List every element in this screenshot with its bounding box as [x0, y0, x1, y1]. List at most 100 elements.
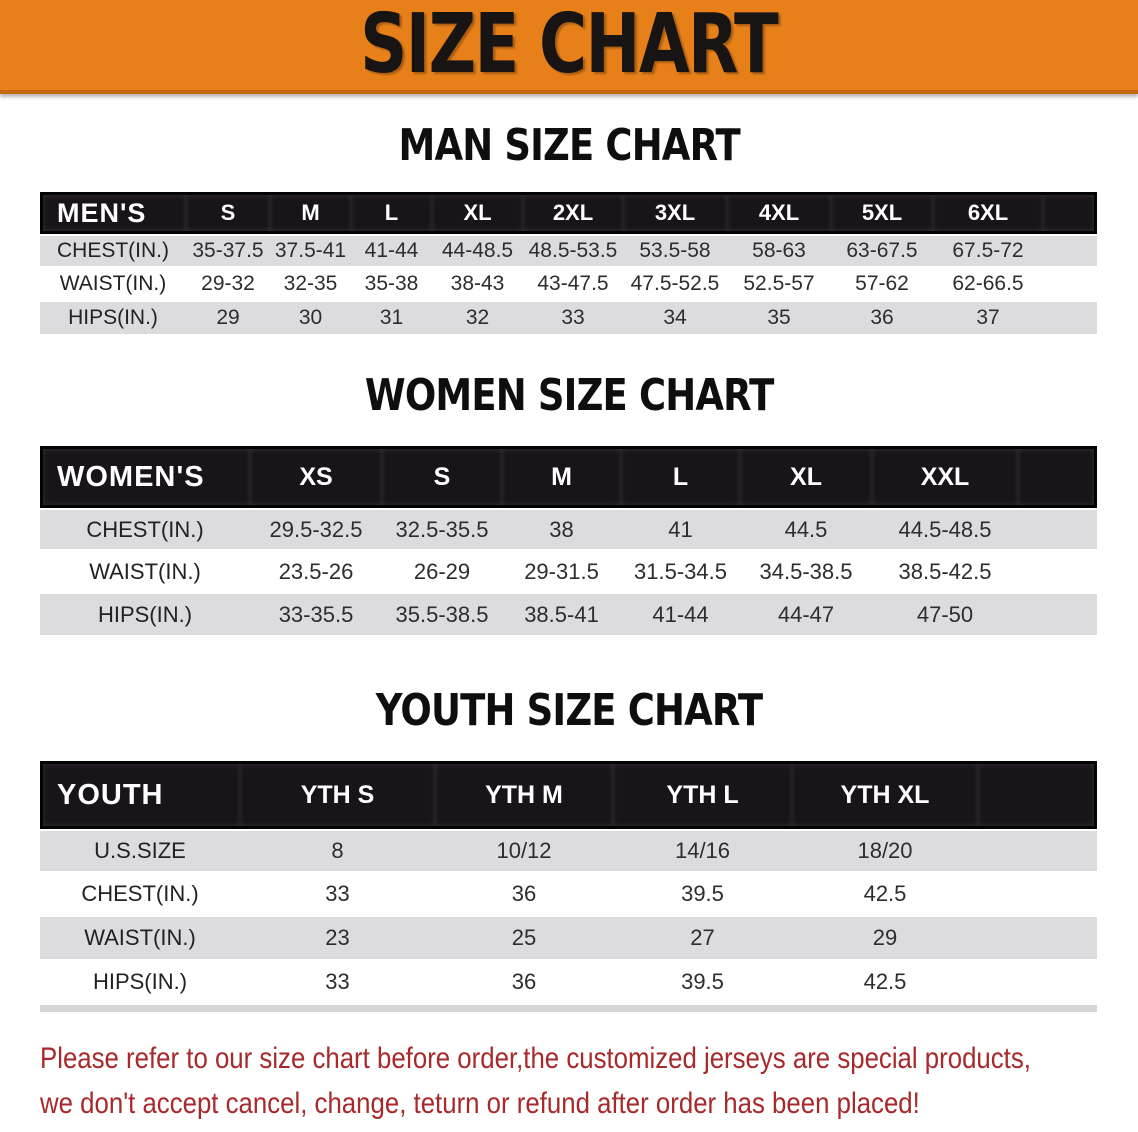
youth-size-chart-heading-text: YOUTH SIZE CHART: [375, 685, 763, 736]
table-corner-label: YOUTH: [40, 761, 240, 829]
size-column-header: M: [270, 192, 351, 234]
size-column-header: S: [186, 192, 270, 234]
spacer-cell: [1043, 234, 1097, 268]
row-label: HIPS(IN.): [40, 961, 240, 1005]
size-column-header: M: [502, 446, 621, 508]
size-column-header: 6XL: [933, 192, 1043, 234]
size-cell: 53.5-58: [623, 234, 727, 268]
size-cell: 38.5-42.5: [872, 551, 1018, 594]
size-cell: 29-31.5: [502, 551, 621, 594]
womens-size-table: WOMEN'S XS S M L XL XXL CHEST(IN.) 29.5-32.5 32.…: [40, 446, 1097, 637]
spacer-cell: [978, 873, 1097, 917]
spacer-cell: [978, 961, 1097, 1005]
size-cell: 48.5-53.5: [523, 234, 623, 268]
women-size-chart-heading: WOMEN SIZE CHART: [0, 372, 1138, 420]
size-cell: 57-62: [831, 268, 933, 302]
table-row: WAIST(IN.) 23 25 27 29: [40, 917, 1097, 961]
size-column-header: YTH M: [435, 761, 613, 829]
size-column-header: XL: [740, 446, 872, 508]
size-cell: 33: [523, 302, 623, 336]
order-policy-note: Please refer to our size chart before or…: [40, 1036, 1138, 1126]
table-header-row: MEN'S S M L XL 2XL 3XL 4XL 5XL 6XL: [40, 192, 1097, 234]
size-cell: 35-37.5: [186, 234, 270, 268]
order-policy-note-line-2: we don't accept cancel, change, teturn o…: [40, 1087, 920, 1120]
size-cell: 35: [727, 302, 831, 336]
spacer-cell: [1018, 446, 1097, 508]
size-cell: 39.5: [613, 873, 792, 917]
size-cell: 58-63: [727, 234, 831, 268]
size-cell: 38.5-41: [502, 594, 621, 637]
youth-size-chart-heading: YOUTH SIZE CHART: [0, 687, 1138, 735]
table-row: HIPS(IN.) 29 30 31 32 33 34 35 36 37: [40, 302, 1097, 336]
size-cell: 43-47.5: [523, 268, 623, 302]
table-row: CHEST(IN.) 33 36 39.5 42.5: [40, 873, 1097, 917]
size-cell: 30: [270, 302, 351, 336]
size-column-header: S: [382, 446, 502, 508]
size-cell: 33-35.5: [250, 594, 382, 637]
table-row: U.S.SIZE 8 10/12 14/16 18/20: [40, 829, 1097, 873]
spacer-cell: [1018, 594, 1097, 637]
size-cell: 37: [933, 302, 1043, 336]
row-label: HIPS(IN.): [40, 594, 250, 637]
table-row: CHEST(IN.) 35-37.5 37.5-41 41-44 44-48.5 48.5…: [40, 234, 1097, 268]
table-row: WAIST(IN.) 23.5-26 26-29 29-31.5 31.5-34.5 34…: [40, 551, 1097, 594]
spacer-cell: [1018, 508, 1097, 551]
table-row: WAIST(IN.) 29-32 32-35 35-38 38-43 43-47.5 47.…: [40, 268, 1097, 302]
size-column-header: L: [351, 192, 432, 234]
size-column-header: YTH XL: [792, 761, 978, 829]
size-cell: 63-67.5: [831, 234, 933, 268]
size-cell: 47-50: [872, 594, 1018, 637]
size-cell: 35.5-38.5: [382, 594, 502, 637]
row-label: HIPS(IN.): [40, 302, 186, 336]
size-cell: 47.5-52.5: [623, 268, 727, 302]
man-size-chart-heading: MAN SIZE CHART: [0, 122, 1138, 170]
spacer-cell: [1043, 192, 1097, 234]
size-cell: 38: [502, 508, 621, 551]
size-cell: 29: [792, 917, 978, 961]
spacer-cell: [1043, 268, 1097, 302]
women-size-chart-heading-text: WOMEN SIZE CHART: [364, 370, 774, 421]
size-column-header: L: [621, 446, 740, 508]
spacer-cell: [978, 917, 1097, 961]
size-cell: 33: [240, 873, 435, 917]
size-cell: 44-48.5: [432, 234, 523, 268]
size-cell: 32.5-35.5: [382, 508, 502, 551]
size-column-header: 5XL: [831, 192, 933, 234]
table-corner-label: WOMEN'S: [40, 446, 250, 508]
size-cell: 42.5: [792, 873, 978, 917]
size-cell: 34.5-38.5: [740, 551, 872, 594]
size-cell: 8: [240, 829, 435, 873]
size-column-header: XXL: [872, 446, 1018, 508]
spacer-cell: [1043, 302, 1097, 336]
size-cell: 31: [351, 302, 432, 336]
row-label: U.S.SIZE: [40, 829, 240, 873]
size-column-header: 3XL: [623, 192, 727, 234]
size-cell: 25: [435, 917, 613, 961]
size-cell: 41: [621, 508, 740, 551]
size-chart-title: SIZE CHART: [360, 0, 780, 92]
size-cell: 29.5-32.5: [250, 508, 382, 551]
table-header-row: YOUTH YTH S YTH M YTH L YTH XL: [40, 761, 1097, 829]
size-cell: 36: [435, 873, 613, 917]
size-cell: 29-32: [186, 268, 270, 302]
size-cell: 37.5-41: [270, 234, 351, 268]
youth-size-table: YOUTH YTH S YTH M YTH L YTH XL U.S.SIZE 8 10/1…: [40, 761, 1097, 1012]
size-cell: 36: [435, 961, 613, 1005]
table-row: HIPS(IN.) 33-35.5 35.5-38.5 38.5-41 41-44 44-…: [40, 594, 1097, 637]
size-column-header: YTH S: [240, 761, 435, 829]
size-cell: 33: [240, 961, 435, 1005]
table-row: HIPS(IN.) 33 36 39.5 42.5: [40, 961, 1097, 1005]
size-column-header: XS: [250, 446, 382, 508]
size-cell: 44-47: [740, 594, 872, 637]
mens-size-table: MEN'S S M L XL 2XL 3XL 4XL 5XL 6XL CHEST(IN.) 35-3…: [40, 192, 1097, 336]
table-row: CHEST(IN.) 29.5-32.5 32.5-35.5 38 41 44.5 44.5…: [40, 508, 1097, 551]
size-cell: 18/20: [792, 829, 978, 873]
size-column-header: YTH L: [613, 761, 792, 829]
row-label: WAIST(IN.): [40, 551, 250, 594]
size-cell: 67.5-72: [933, 234, 1043, 268]
size-cell: 44.5-48.5: [872, 508, 1018, 551]
size-cell: 14/16: [613, 829, 792, 873]
size-cell: 41-44: [351, 234, 432, 268]
size-cell: 32-35: [270, 268, 351, 302]
size-cell: 38-43: [432, 268, 523, 302]
